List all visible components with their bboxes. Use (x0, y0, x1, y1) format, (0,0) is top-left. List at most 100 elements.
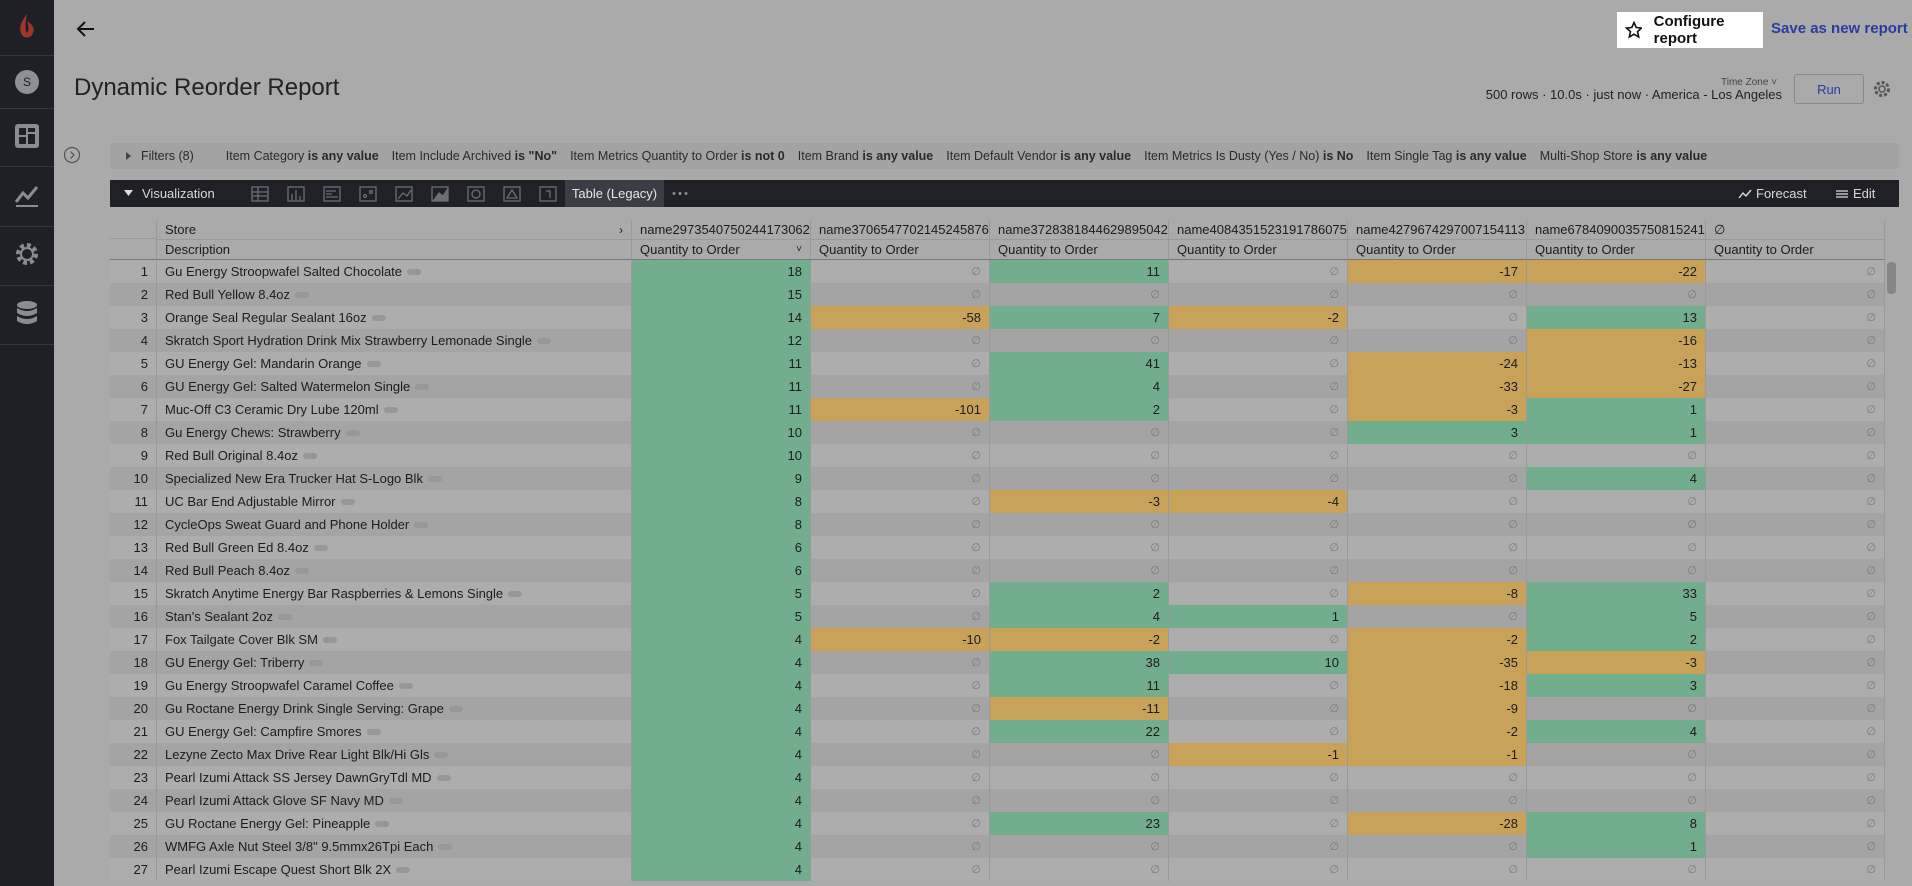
empty-cell: ∅ (1527, 559, 1706, 582)
row-menu-pill (322, 636, 337, 643)
quantity-cell: 18 (632, 260, 811, 283)
empty-cell: ∅ (1348, 559, 1527, 582)
empty-cell: ∅ (811, 674, 990, 697)
table-row: 1 Gu Energy Stroopwafel Salted Chocolate 1… (110, 260, 1885, 283)
avatar[interactable]: S (15, 70, 39, 94)
configure-report-button[interactable]: Configure report (1617, 12, 1763, 48)
filter-field: Item Single Tag (1366, 149, 1453, 163)
row-menu-pill (508, 590, 523, 597)
row-menu-pill (427, 475, 442, 482)
viz-type-icons[interactable] (250, 185, 660, 203)
empty-cell: ∅ (1527, 536, 1706, 559)
pivot-column-name: name4279674297007154113 (1348, 220, 1527, 239)
time-zone-label[interactable]: Time Zone ˅ (1721, 77, 1778, 88)
empty-cell: ∅ (1706, 674, 1885, 697)
quantity-cell: -8 (1348, 582, 1527, 605)
gear-button[interactable] (1873, 80, 1891, 98)
empty-cell: ∅ (811, 444, 990, 467)
quantity-cell: 8 (1527, 812, 1706, 835)
quantity-cell: 13 (1527, 306, 1706, 329)
quantity-cell: -1 (1348, 743, 1527, 766)
quantity-cell: 2 (990, 398, 1169, 421)
forecast-button[interactable]: Forecast (1756, 186, 1807, 201)
table-row: 22 Lezyne Zecto Max Drive Rear Light Blk/… (110, 743, 1885, 766)
table-row: 4 Skratch Sport Hydration Drink Mix Straw… (110, 329, 1885, 352)
empty-cell: ∅ (1169, 260, 1348, 283)
empty-cell: ∅ (1527, 513, 1706, 536)
empty-cell: ∅ (1706, 536, 1885, 559)
quantity-cell: 41 (990, 352, 1169, 375)
viz-label[interactable]: Visualization (142, 186, 215, 201)
quantity-cell: 9 (632, 467, 811, 490)
row-number: 25 (110, 812, 157, 835)
row-number: 6 (110, 375, 157, 398)
filter-field: Item Category (225, 149, 305, 163)
quantity-cell: 4 (632, 628, 811, 651)
quantity-cell: -33 (1348, 375, 1527, 398)
settings-icon[interactable] (14, 241, 40, 267)
row-menu-pill (302, 452, 317, 459)
empty-cell: ∅ (1527, 283, 1706, 306)
empty-cell: ∅ (811, 283, 990, 306)
quantity-cell: 10 (1169, 651, 1348, 674)
table-legacy-tab[interactable]: Table (Legacy) (565, 180, 664, 207)
table-row: 13 Red Bull Green Ed 8.4oz 6 ∅ ∅ ∅ ∅ ∅ ∅ (110, 536, 1885, 559)
more-button[interactable] (672, 191, 688, 196)
quantity-cell: -35 (1348, 651, 1527, 674)
row-number: 20 (110, 697, 157, 720)
empty-cell: ∅ (1169, 789, 1348, 812)
dashboards-icon[interactable] (14, 123, 40, 149)
row-menu-pill (345, 429, 360, 436)
scrollbar-thumb[interactable] (1887, 262, 1896, 294)
measure-header: Quantity to Order (990, 239, 1169, 260)
quantity-cell: 10 (632, 444, 811, 467)
description-cell: Pearl Izumi Escape Quest Short Blk 2X (157, 858, 632, 881)
filter-item: Item Include Archived is "No" (392, 149, 557, 163)
description-text: GU Energy Gel: Salted Watermelon Single (165, 379, 411, 394)
row-number: 10 (110, 467, 157, 490)
description-text: CycleOps Sweat Guard and Phone Holder (165, 517, 410, 532)
empty-cell: ∅ (1348, 789, 1527, 812)
quantity-cell: -3 (1348, 398, 1527, 421)
back-button[interactable] (76, 20, 96, 38)
row-number: 2 (110, 283, 157, 306)
empty-cell: ∅ (811, 766, 990, 789)
table-row: 2 Red Bull Yellow 8.4oz 15 ∅ ∅ ∅ ∅ ∅ ∅ (110, 283, 1885, 306)
quantity-cell: 4 (632, 720, 811, 743)
description-text: Red Bull Green Ed 8.4oz (165, 540, 309, 555)
quantity-cell: 5 (632, 605, 811, 628)
quantity-cell: -58 (811, 306, 990, 329)
row-menu-pill (537, 337, 552, 344)
database-icon[interactable] (15, 300, 39, 326)
empty-cell: ∅ (1706, 812, 1885, 835)
filters-bar[interactable]: Filters (8) Item Category is any value It… (110, 143, 1899, 169)
expand-button[interactable] (63, 146, 81, 164)
row-number: 7 (110, 398, 157, 421)
quantity-cell: 5 (1527, 605, 1706, 628)
run-button[interactable]: Run (1794, 74, 1864, 104)
description-text: Fox Tailgate Cover Blk SM (165, 632, 318, 647)
description-text: Orange Seal Regular Sealant 16oz (165, 310, 367, 325)
description-cell: Pearl Izumi Attack SS Jersey DawnGryTdl … (157, 766, 632, 789)
filter-item: Item Brand is any value (798, 149, 934, 163)
measure-label: Quantity to Order (1535, 242, 1635, 257)
filter-item: Item Default Vendor is any value (946, 149, 1131, 163)
description-text: Gu Energy Stroopwafel Caramel Coffee (165, 678, 394, 693)
save-as-new-report[interactable]: Save as new report (1771, 20, 1908, 37)
row-number: 15 (110, 582, 157, 605)
quantity-cell: 4 (632, 743, 811, 766)
quantity-cell: 1 (1527, 835, 1706, 858)
empty-cell: ∅ (1706, 858, 1885, 881)
description-cell: Red Bull Peach 8.4oz (157, 559, 632, 582)
explore-icon[interactable] (14, 182, 40, 208)
empty-cell: ∅ (811, 260, 990, 283)
table-row: 9 Red Bull Original 8.4oz 10 ∅ ∅ ∅ ∅ ∅ ∅ (110, 444, 1885, 467)
empty-cell: ∅ (990, 444, 1169, 467)
edit-button[interactable]: Edit (1853, 186, 1876, 201)
empty-cell: ∅ (1348, 490, 1527, 513)
filter-field: Item Brand (797, 149, 859, 163)
quantity-cell: 1 (1527, 398, 1706, 421)
description-cell: GU Energy Gel: Triberry (157, 651, 632, 674)
empty-cell: ∅ (1706, 329, 1885, 352)
row-number: 24 (110, 789, 157, 812)
